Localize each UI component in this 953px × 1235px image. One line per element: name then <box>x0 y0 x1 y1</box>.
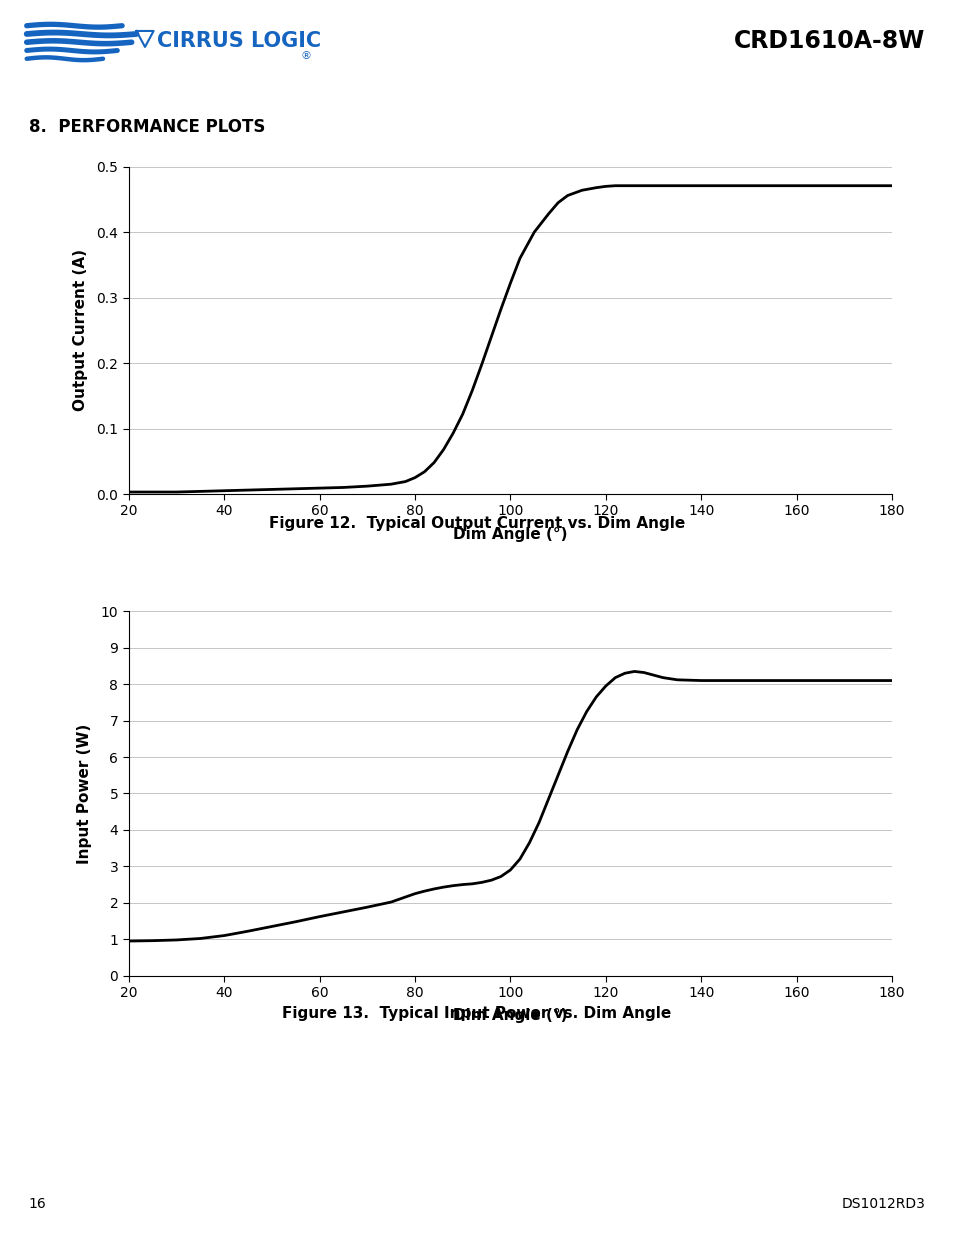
Text: 8.  PERFORMANCE PLOTS: 8. PERFORMANCE PLOTS <box>29 119 265 136</box>
Text: DS1012RD3: DS1012RD3 <box>841 1197 924 1212</box>
X-axis label: Dim Angle (°): Dim Angle (°) <box>453 1009 567 1024</box>
Text: CRD1610A-8W: CRD1610A-8W <box>734 30 924 53</box>
Text: Figure 13.  Typical Input Power vs. Dim Angle: Figure 13. Typical Input Power vs. Dim A… <box>282 1007 671 1021</box>
Text: CIRRUS LOGIC: CIRRUS LOGIC <box>157 31 321 52</box>
Text: Figure 12.  Typical Output Current vs. Dim Angle: Figure 12. Typical Output Current vs. Di… <box>269 516 684 531</box>
X-axis label: Dim Angle (°): Dim Angle (°) <box>453 527 567 542</box>
Text: 16: 16 <box>29 1197 47 1212</box>
Y-axis label: Input Power (W): Input Power (W) <box>77 724 92 863</box>
Text: ®: ® <box>300 52 312 62</box>
Y-axis label: Output Current (A): Output Current (A) <box>73 249 88 411</box>
